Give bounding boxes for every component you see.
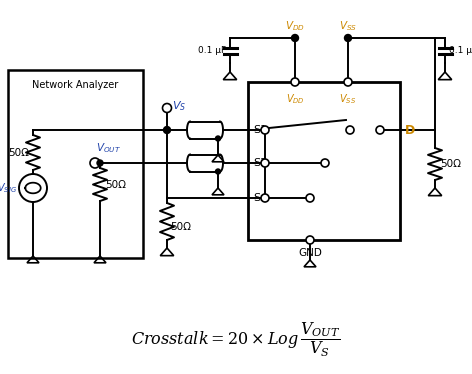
- Text: $V_{DD}$: $V_{DD}$: [285, 19, 305, 33]
- Text: $V_S$: $V_S$: [172, 99, 186, 113]
- Bar: [190, 122, 220, 138]
- Text: Network Analyzer: Network Analyzer: [33, 80, 118, 90]
- Bar: [8, 70, 143, 258]
- Circle shape: [292, 34, 298, 42]
- Text: GND: GND: [298, 248, 322, 258]
- Circle shape: [346, 126, 354, 134]
- Circle shape: [345, 34, 352, 42]
- Text: Sx: Sx: [253, 193, 267, 203]
- Bar: [248, 82, 400, 240]
- Circle shape: [376, 126, 384, 134]
- Bar: [190, 154, 220, 172]
- Text: 0.1 μF: 0.1 μF: [449, 46, 472, 55]
- Circle shape: [163, 126, 170, 134]
- Circle shape: [261, 159, 269, 167]
- Circle shape: [306, 194, 314, 202]
- Circle shape: [19, 174, 47, 202]
- Circle shape: [291, 78, 299, 86]
- Text: D: D: [405, 123, 415, 137]
- Text: $V_{DD}$: $V_{DD}$: [286, 92, 304, 106]
- Circle shape: [261, 126, 269, 134]
- Text: $V_{SIG}$: $V_{SIG}$: [0, 181, 17, 195]
- Circle shape: [97, 160, 103, 166]
- Circle shape: [216, 136, 220, 141]
- Circle shape: [162, 104, 171, 113]
- Circle shape: [321, 159, 329, 167]
- Circle shape: [90, 158, 100, 168]
- Text: 50Ω: 50Ω: [440, 159, 461, 169]
- Text: 50Ω: 50Ω: [8, 147, 29, 157]
- Text: 0.1 μF: 0.1 μF: [198, 46, 226, 55]
- Text: 50Ω: 50Ω: [105, 180, 126, 190]
- Text: 50Ω: 50Ω: [170, 221, 191, 232]
- Circle shape: [261, 194, 269, 202]
- Text: $V_{OUT}$: $V_{OUT}$: [96, 141, 121, 155]
- Text: S1: S1: [253, 125, 267, 135]
- Text: S2: S2: [253, 158, 267, 168]
- Circle shape: [344, 78, 352, 86]
- Text: $V_{SS}$: $V_{SS}$: [339, 92, 356, 106]
- Text: $V_{SS}$: $V_{SS}$: [339, 19, 357, 33]
- Circle shape: [216, 169, 220, 174]
- Text: $\mathit{Crosstalk} = 20 \times \mathit{Log}\,\dfrac{V_{OUT}}{V_S}$: $\mathit{Crosstalk} = 20 \times \mathit{…: [131, 321, 341, 359]
- Circle shape: [306, 236, 314, 244]
